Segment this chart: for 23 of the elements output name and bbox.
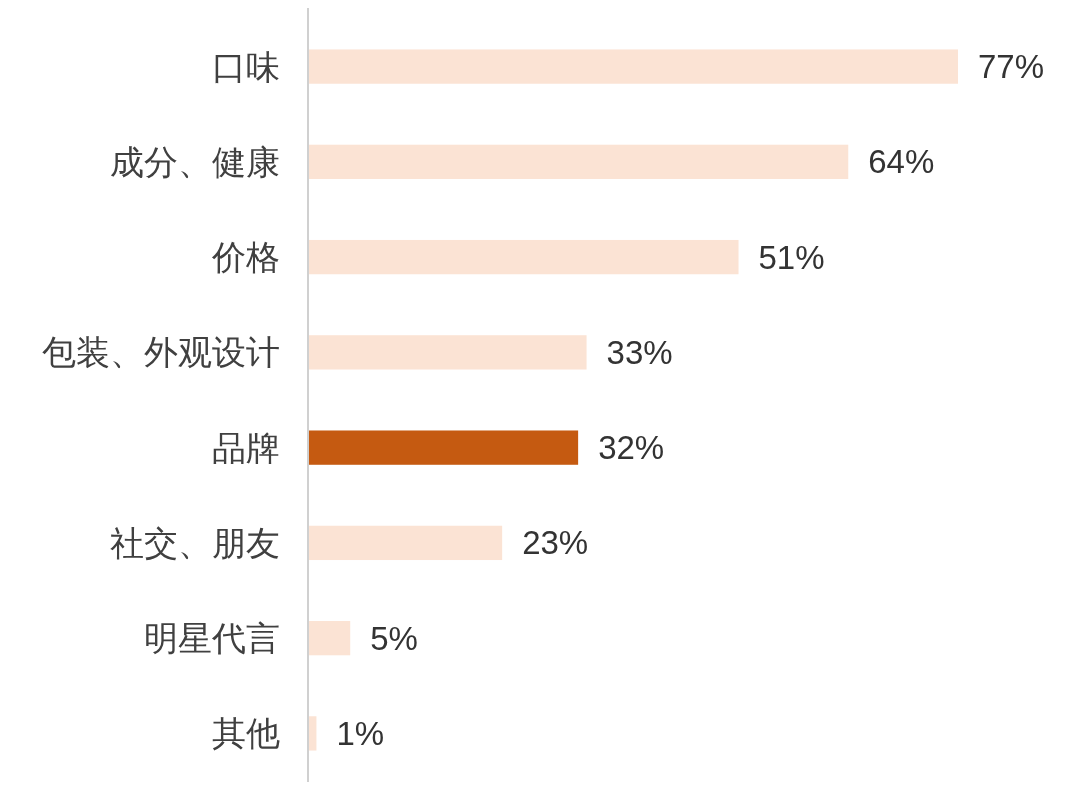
y-tick-label: 成分、健康 bbox=[110, 141, 280, 182]
y-tick-label: 其他 bbox=[212, 713, 280, 754]
bar bbox=[308, 621, 351, 656]
bar bbox=[308, 525, 503, 561]
y-tick-label: 品牌 bbox=[212, 427, 280, 468]
y-tick-label: 包装、外观设计 bbox=[42, 332, 280, 373]
data-label: 64% bbox=[868, 143, 935, 181]
bar bbox=[308, 239, 739, 275]
data-label: 77% bbox=[978, 48, 1045, 86]
y-tick-label: 社交、朋友 bbox=[110, 522, 280, 563]
bar bbox=[308, 144, 849, 179]
bar bbox=[308, 430, 579, 465]
y-tick-label: 价格 bbox=[211, 237, 280, 278]
data-label: 32% bbox=[598, 429, 665, 467]
bar bbox=[308, 335, 587, 370]
y-tick-label: 明星代言 bbox=[144, 618, 280, 659]
data-label: 23% bbox=[522, 524, 589, 562]
bar bbox=[308, 49, 958, 84]
y-tick-label: 口味 bbox=[212, 46, 280, 87]
data-label: 1% bbox=[336, 714, 385, 752]
data-label: 33% bbox=[606, 333, 673, 371]
data-label: 5% bbox=[370, 619, 418, 657]
data-label: 51% bbox=[758, 238, 825, 276]
